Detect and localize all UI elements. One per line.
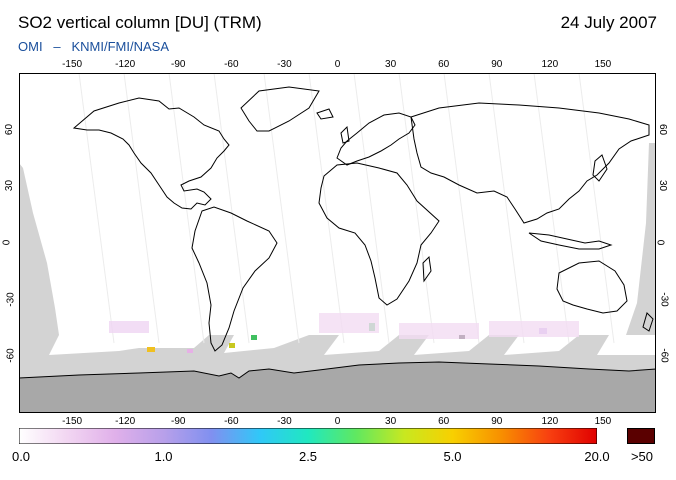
- lon-tick-top: 90: [491, 59, 503, 70]
- lon-tick-top: -150: [62, 59, 83, 70]
- lat-tick-left: -60: [5, 348, 17, 364]
- colorbar-overflow-swatch: [627, 428, 655, 444]
- coast-africa: [318, 162, 440, 306]
- lon-tick-bottom: 90: [491, 416, 503, 427]
- coast-madagascar: [422, 255, 432, 283]
- lon-tick-bottom: -90: [171, 416, 186, 427]
- lon-tick-top: 0: [334, 59, 341, 70]
- coast-south-america: [191, 206, 278, 352]
- antarctica-landmass: [19, 361, 656, 413]
- colorbar: [19, 428, 597, 444]
- lat-tick-left: -30: [5, 291, 17, 307]
- colorbar-overflow-label: >50: [630, 449, 654, 464]
- map-title: SO2 vertical column [DU] (TRM): [18, 13, 262, 32]
- lat-tick-left: 0: [1, 239, 13, 246]
- lon-tick-top: 120: [541, 59, 559, 70]
- map-date: 24 July 2007: [560, 13, 657, 32]
- coast-new-zealand: [642, 312, 654, 332]
- so2-speckles: [109, 313, 579, 353]
- coast-greenland: [240, 86, 320, 132]
- coast-north-america: [72, 97, 230, 210]
- no-data-right-band: [626, 143, 656, 335]
- lon-tick-bottom: -150: [62, 416, 83, 427]
- colorbar-label: 0.0: [11, 449, 31, 464]
- colorbar-label: 2.5: [298, 449, 318, 464]
- colorbar-label: 5.0: [443, 449, 462, 464]
- lat-tick-right: -60: [658, 348, 670, 364]
- lat-tick-right: 60: [657, 123, 669, 135]
- colorbar-label: 1.0: [154, 449, 173, 464]
- lon-tick-bottom: 30: [385, 416, 397, 427]
- coast-japan: [592, 154, 608, 182]
- lat-tick-left: 30: [4, 180, 16, 192]
- colorbar-gradient: [19, 428, 597, 444]
- coast-europe: [336, 112, 416, 166]
- lat-tick-right: 30: [657, 180, 669, 192]
- map-frame: [19, 73, 656, 413]
- lon-tick-top: -30: [277, 59, 292, 70]
- no-data-left-wedge: [19, 163, 59, 335]
- orbit-stripes: [78, 73, 615, 344]
- lat-tick-left: 60: [4, 123, 16, 135]
- coast-australia: [556, 260, 628, 314]
- lon-tick-top: -90: [171, 59, 186, 70]
- lon-tick-bottom: -30: [277, 416, 292, 427]
- lon-tick-bottom: 0: [334, 416, 341, 427]
- lon-tick-top: 60: [438, 59, 450, 70]
- lon-tick-bottom: 120: [541, 416, 559, 427]
- credit-instrument: OMI: [18, 39, 43, 54]
- colorbar-label: 20.0: [584, 449, 610, 464]
- lon-tick-bottom: -60: [224, 416, 239, 427]
- coast-iceland: [316, 108, 334, 120]
- coast-indonesia: [528, 232, 613, 250]
- credit-agencies: KNMI/FMI/NASA: [71, 39, 169, 54]
- so2-map: [19, 73, 656, 413]
- coast-uk: [340, 125, 350, 144]
- lon-tick-bottom: 150: [594, 416, 612, 427]
- lat-tick-right: 0: [654, 239, 666, 246]
- lat-tick-right: -30: [658, 291, 670, 307]
- lon-tick-bottom: -120: [115, 416, 136, 427]
- lon-tick-top: 30: [385, 59, 397, 70]
- lon-tick-top: -60: [224, 59, 239, 70]
- credit-dash: –: [53, 39, 61, 54]
- lon-tick-top: 150: [594, 59, 612, 70]
- credit-line: OMI – KNMI/FMI/NASA: [18, 39, 169, 54]
- coastlines: [72, 86, 654, 352]
- lon-tick-top: -120: [115, 59, 136, 70]
- lon-tick-bottom: 60: [438, 416, 450, 427]
- coast-asia: [410, 102, 650, 224]
